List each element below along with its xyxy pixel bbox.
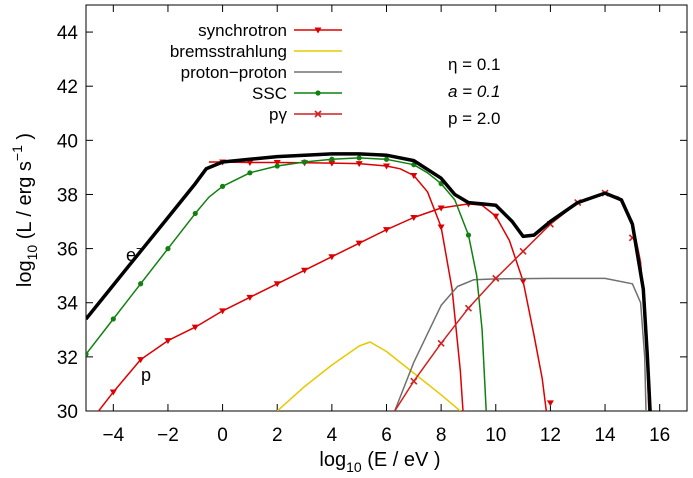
data-point-synchrotron (246, 160, 254, 167)
data-point-synchrotron (273, 160, 281, 167)
x-tick-label: 6 (381, 425, 392, 446)
series-curves (86, 152, 652, 411)
data-point-ssc (247, 170, 253, 176)
data-point-pgamma (492, 274, 500, 282)
legend-marker-pgamma (314, 110, 322, 118)
data-point-ssc (192, 210, 198, 217)
x-tick-label: 12 (540, 425, 561, 446)
y-tick-label: 42 (57, 77, 78, 98)
y-tick-label: 44 (57, 23, 79, 44)
data-point-pgamma (410, 377, 418, 385)
data-point-ssc (383, 156, 390, 162)
y-tick-label: 40 (57, 131, 78, 152)
axis-ticks: −4 −2 0 2 4 6 8 10 12 14 16 30 32 34 36 38 40 42 44 (57, 5, 687, 446)
x-tick-label: 8 (436, 425, 447, 446)
x-tick-label: 16 (649, 425, 670, 446)
data-point-synchrotron (137, 357, 145, 364)
data-point-ssc (274, 163, 280, 169)
x-tick-label: 10 (485, 425, 506, 446)
legend-marker-ssc (315, 90, 321, 96)
param-a: a = 0.1 (448, 82, 500, 101)
data-point-ssc (110, 316, 116, 322)
data-point-ssc (301, 159, 308, 165)
y-axis-label: log10 (L / erg s−1 ) (9, 133, 40, 287)
series-line-pgamma (394, 192, 650, 411)
data-point-ssc (356, 155, 362, 161)
legend-marker-synchrotron (314, 27, 322, 34)
param-p: p = 2.0 (448, 109, 500, 128)
data-point-synchrotron (328, 254, 336, 261)
legend-label-synchrotron: synchrotron (198, 21, 287, 40)
series-line-proton-proton (394, 277, 647, 411)
data-point-synchrotron (492, 213, 500, 220)
x-axis-label: log10 (E / eV ) (319, 449, 440, 475)
data-point-ssc (219, 183, 226, 189)
data-point-ssc (465, 232, 472, 238)
legend-label-pgamma: pγ (269, 105, 287, 124)
data-point-synchrotron (355, 240, 363, 247)
data-point-synchrotron (109, 389, 117, 396)
data-point-synchrotron (164, 338, 172, 345)
parameter-annotations: η = 0.1 a = 0.1 p = 2.0 (448, 55, 500, 128)
legend-label-ssc: SSC (252, 84, 287, 103)
electron-label: e− (126, 241, 144, 265)
x-tick-label: 2 (272, 425, 283, 446)
data-point-ssc (329, 156, 335, 162)
y-tick-label: 32 (57, 348, 78, 369)
series-line-synchrotron-high (208, 161, 464, 411)
data-point-synchrotron (355, 161, 363, 168)
data-point-synchrotron (383, 227, 390, 234)
data-point-synchrotron (519, 278, 527, 285)
x-tick-label: 14 (594, 425, 616, 446)
legend-label-proton-proton: proton−proton (181, 63, 287, 82)
data-point-ssc (138, 281, 144, 287)
data-point-synchrotron (191, 324, 199, 331)
series-line-bremsstrahlung (276, 341, 461, 411)
data-point-synchrotron (273, 281, 281, 288)
data-point-synchrotron (328, 160, 336, 167)
x-tick-label: 0 (217, 425, 228, 446)
data-point-ssc (86, 351, 89, 357)
data-point-synchrotron (410, 214, 418, 221)
data-point-synchrotron (301, 267, 309, 274)
x-tick-label: 4 (327, 425, 338, 446)
y-tick-label: 34 (57, 294, 79, 315)
legend-label-bremsstrahlung: bremsstrahlung (170, 42, 287, 61)
data-point-synchrotron (219, 308, 227, 315)
series-line-total (86, 152, 652, 411)
data-point-pgamma (464, 304, 473, 312)
data-point-synchrotron (546, 400, 554, 407)
data-point-synchrotron (383, 163, 390, 170)
x-tick-label: −4 (102, 425, 124, 446)
data-point-synchrotron (246, 294, 254, 301)
data-point-pgamma (519, 247, 527, 255)
data-point-synchrotron (410, 173, 418, 180)
data-point-ssc (165, 246, 171, 252)
y-tick-label: 36 (57, 240, 78, 261)
y-tick-label: 30 (57, 402, 78, 423)
data-point-pgamma (437, 339, 445, 347)
proton-label: p (141, 365, 151, 385)
legend: synchrotron bremsstrahlung proton−proton SS… (170, 21, 342, 124)
x-tick-label: −2 (157, 425, 179, 446)
y-tick-label: 38 (57, 185, 78, 206)
param-eta: η = 0.1 (448, 55, 500, 74)
series-line-synchrotron (97, 203, 548, 411)
data-point-synchrotron (437, 224, 445, 231)
data-point-synchrotron (437, 205, 445, 212)
